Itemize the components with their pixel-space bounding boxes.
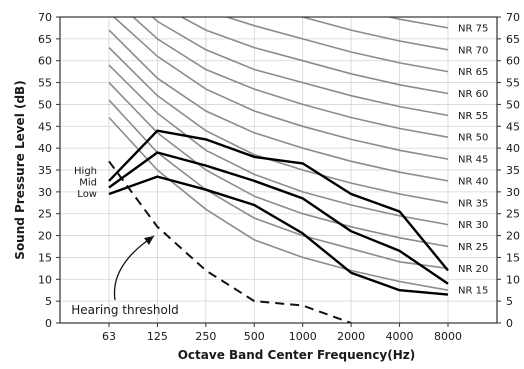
y-tick-label: 70 <box>38 11 52 24</box>
y-tick-label-right: 5 <box>506 295 513 308</box>
hearing-threshold-layer <box>108 160 352 323</box>
x-tick-label: 1000 <box>289 330 317 343</box>
series-label: Low <box>77 189 97 200</box>
nr-curve <box>108 82 449 248</box>
hearing-threshold-line <box>108 160 352 323</box>
y-tick-label-right: 70 <box>506 11 520 24</box>
x-tick-label: 4000 <box>386 330 414 343</box>
y-tick-label-right: 65 <box>506 33 520 46</box>
annotation-arrow-head <box>144 236 154 245</box>
labels-layer: NR 15 NR 20 NR 25 NR 30 NR 35 NR 40 NR 45 NR 50… <box>13 23 488 362</box>
nr-curve <box>108 64 449 226</box>
y-tick-label: 45 <box>38 120 52 133</box>
nr-curve-label: NR 60 <box>458 89 488 100</box>
nr-curve-label: NR 20 <box>458 264 488 275</box>
nr-curve <box>224 17 449 73</box>
y-tick-label-right: 45 <box>506 120 520 133</box>
x-axis-label: Octave Band Center Frequency(Hz) <box>178 348 416 362</box>
nr-curve <box>108 99 449 270</box>
y-tick-label-right: 20 <box>506 230 520 243</box>
nr-curve <box>108 47 449 204</box>
y-tick-label-right: 55 <box>506 77 520 90</box>
y-tick-label: 40 <box>38 142 52 155</box>
x-tick-label: 250 <box>195 330 216 343</box>
y-tick-label-right: 60 <box>506 55 520 68</box>
x-tick-label: 125 <box>147 330 168 343</box>
nr-curve-label: NR 40 <box>458 176 488 187</box>
y-tick-label: 25 <box>38 208 52 221</box>
x-tick-label: 2000 <box>337 330 365 343</box>
y-tick-label: 10 <box>38 273 52 286</box>
y-tick-label: 0 <box>45 317 52 330</box>
nr-curve <box>151 17 449 117</box>
y-tick-label: 15 <box>38 251 52 264</box>
y-tick-label-right: 35 <box>506 164 520 177</box>
y-axis-label: Sound Pressure Level (dB) <box>13 80 27 259</box>
y-tick-label: 35 <box>38 164 52 177</box>
nr-curve <box>132 17 449 138</box>
y-tick-label: 50 <box>38 98 52 111</box>
nr-curve-label: NR 15 <box>458 286 488 297</box>
annotation-arrow-line <box>113 235 155 301</box>
nr-curve-label: NR 65 <box>458 67 488 78</box>
x-tick-label: 8000 <box>434 330 462 343</box>
x-tick-label: 63 <box>102 330 116 343</box>
nr-curve <box>108 29 449 182</box>
hearing-threshold-annotation: Hearing threshold <box>71 303 179 317</box>
y-tick-label-right: 50 <box>506 98 520 111</box>
y-tick-label: 55 <box>38 77 52 90</box>
y-tick-label-right: 15 <box>506 251 520 264</box>
series-layer <box>108 129 449 296</box>
y-tick-label: 60 <box>38 55 52 68</box>
series-line <box>108 129 449 272</box>
nr-curves-layer <box>108 17 449 291</box>
nr-curve-label: NR 30 <box>458 220 488 231</box>
y-tick-label-right: 30 <box>506 186 520 199</box>
nr-curve-label: NR 35 <box>458 198 488 209</box>
y-tick-label: 65 <box>38 33 52 46</box>
nr-curve <box>179 17 449 95</box>
series-line <box>108 175 449 296</box>
series-line <box>108 151 449 285</box>
grid-layer <box>60 16 497 324</box>
series-label: Mid <box>79 177 97 188</box>
y-tick-label: 5 <box>45 295 52 308</box>
nr-curve-label: NR 55 <box>458 111 488 122</box>
nr-curve-label: NR 45 <box>458 155 488 166</box>
y-tick-label-right: 40 <box>506 142 520 155</box>
nr-curve-label: NR 75 <box>458 23 488 34</box>
nr-curve-label: NR 50 <box>458 133 488 144</box>
x-tick-label: 500 <box>244 330 265 343</box>
y-tick-label-right: 10 <box>506 273 520 286</box>
nr-curve-label: NR 25 <box>458 242 488 253</box>
y-tick-label: 20 <box>38 230 52 243</box>
nr-curve <box>112 17 449 160</box>
y-tick-label-right: 0 <box>506 317 513 330</box>
nr-curve-label: NR 70 <box>458 45 488 56</box>
nr-curve <box>299 17 449 51</box>
y-tick-label-right: 25 <box>506 208 520 221</box>
y-tick-label: 30 <box>38 186 52 199</box>
series-label: High <box>74 166 97 177</box>
nr-curve <box>108 116 449 291</box>
